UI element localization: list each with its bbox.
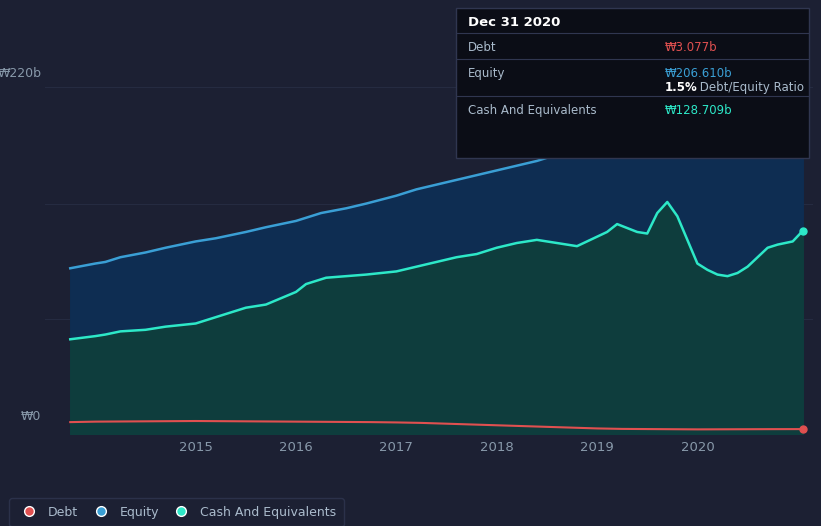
Legend: Debt, Equity, Cash And Equivalents: Debt, Equity, Cash And Equivalents bbox=[9, 498, 344, 526]
Text: 1.5%: 1.5% bbox=[665, 82, 698, 94]
Text: ₩206.610b: ₩206.610b bbox=[665, 67, 732, 80]
Text: ₩220b: ₩220b bbox=[0, 67, 41, 79]
Text: ₩3.077b: ₩3.077b bbox=[665, 41, 718, 54]
Text: Debt: Debt bbox=[468, 41, 497, 54]
Text: ₩128.709b: ₩128.709b bbox=[665, 104, 732, 117]
Text: Cash And Equivalents: Cash And Equivalents bbox=[468, 104, 597, 117]
Text: ₩0: ₩0 bbox=[21, 410, 41, 422]
Text: Equity: Equity bbox=[468, 67, 506, 80]
Text: Debt/Equity Ratio: Debt/Equity Ratio bbox=[696, 82, 805, 94]
Text: Dec 31 2020: Dec 31 2020 bbox=[468, 16, 561, 29]
